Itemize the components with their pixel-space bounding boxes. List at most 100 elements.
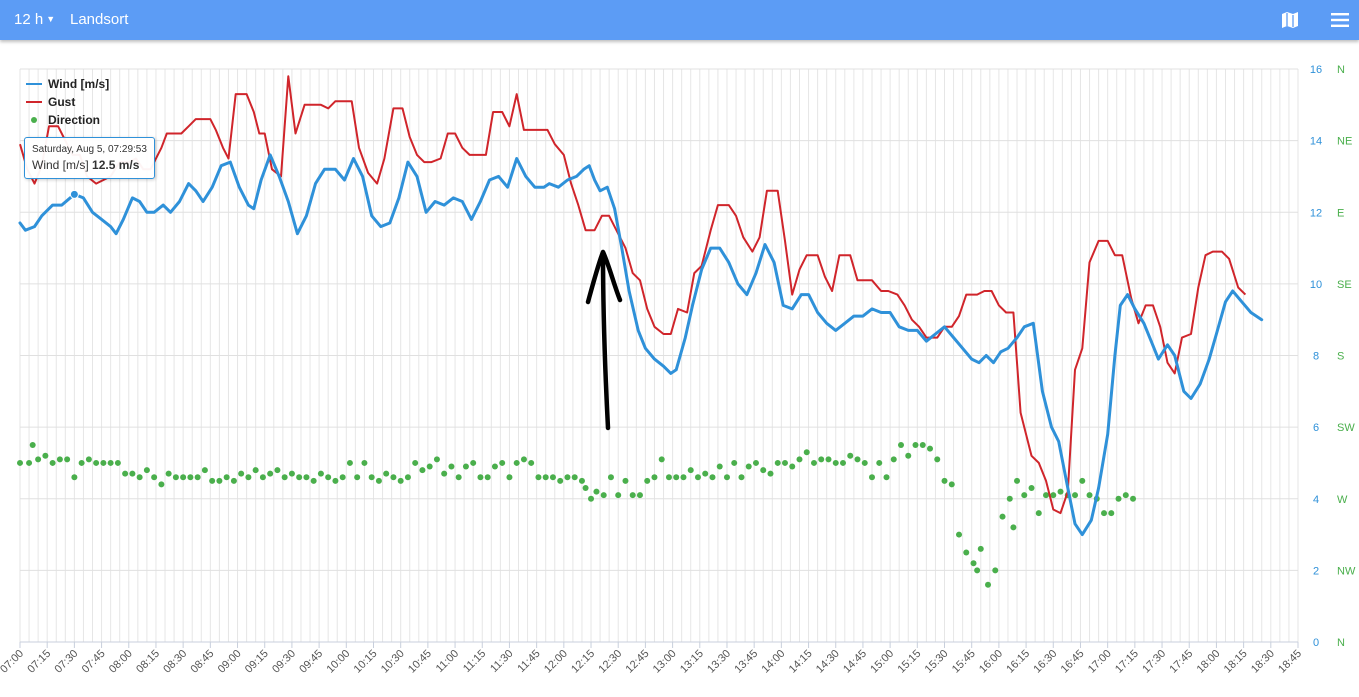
direction-point: [194, 474, 201, 481]
x-tick-label: 11:15: [461, 648, 488, 675]
x-tick-label: 17:30: [1140, 648, 1168, 676]
direction-point: [172, 474, 179, 481]
direction-point: [1014, 477, 1021, 484]
direction-point: [296, 474, 303, 481]
y-tick-label-direction: W: [1337, 494, 1348, 506]
time-range-label: 12 h: [14, 11, 44, 28]
direction-point: [839, 459, 846, 466]
y-tick-label: 4: [1313, 494, 1319, 506]
direction-point: [35, 456, 42, 463]
direction-point: [847, 452, 854, 459]
hover-tooltip: Saturday, Aug 5, 07:29:53 Wind [m/s] 12.…: [24, 137, 155, 179]
direction-point: [861, 459, 868, 466]
x-tick-label: 14:00: [760, 648, 788, 676]
x-tick-label: 10:15: [352, 648, 380, 676]
direction-point: [716, 463, 723, 470]
x-tick-label: 14:30: [814, 648, 842, 676]
direction-point: [629, 492, 636, 499]
x-tick-label: 17:15: [1113, 648, 1141, 676]
hover-point: [69, 189, 79, 199]
x-tick-label: 13:15: [678, 648, 706, 676]
x-tick-label: 15:15: [895, 648, 923, 676]
direction-point: [919, 442, 926, 449]
direction-point: [230, 477, 237, 484]
direction-point: [64, 456, 71, 463]
direction-point: [745, 463, 752, 470]
x-tick-label: 11:00: [434, 648, 461, 675]
legend-gust-label: Gust: [48, 95, 76, 109]
legend-item-direction[interactable]: Direction: [26, 111, 109, 129]
x-tick-label: 13:45: [732, 648, 760, 676]
direction-point: [702, 470, 709, 477]
y-tick-label-direction: NE: [1337, 136, 1352, 148]
tooltip-date: Saturday, Aug 5, 07:29:53: [32, 144, 147, 155]
direction-point: [651, 474, 658, 481]
y-tick-label-direction: N: [1337, 64, 1345, 76]
direction-point: [17, 459, 23, 466]
hand-drawn-arrow: [585, 249, 623, 431]
y-tick-label: 8: [1313, 351, 1319, 363]
direction-point: [165, 470, 172, 477]
legend-wind-label: Wind [m/s]: [48, 77, 110, 91]
y-axis-left: 0 2 4 6 8 10 12 14 16: [1310, 64, 1322, 649]
direction-point: [810, 459, 817, 466]
direction-point: [78, 459, 85, 466]
wind-legend-swatch: [26, 78, 42, 90]
legend-item-wind[interactable]: Wind [m/s]: [26, 75, 109, 93]
tooltip-value: 12.5 m/s: [92, 158, 140, 172]
x-tick-label: 12:45: [624, 648, 652, 676]
x-tick-label: 12:30: [596, 648, 624, 676]
direction-point: [491, 463, 498, 470]
direction-point: [317, 470, 324, 477]
time-range-dropdown[interactable]: 12 h ▼: [14, 11, 55, 28]
gust-legend-swatch: [26, 96, 42, 108]
direction-point: [948, 481, 955, 488]
y-tick-label: 2: [1313, 565, 1319, 577]
direction-point: [898, 442, 905, 449]
x-tick-label: 10:45: [406, 648, 434, 676]
direction-point: [571, 474, 578, 481]
direction-point: [977, 545, 984, 552]
direction-point: [29, 442, 36, 449]
direction-point: [267, 470, 274, 477]
x-tick-label: 16:15: [1004, 648, 1032, 676]
direction-point: [854, 456, 861, 463]
direction-point: [803, 449, 810, 456]
direction-point: [470, 459, 477, 466]
y-tick-label: 16: [1310, 64, 1322, 76]
direction-point: [956, 531, 963, 538]
direction-point: [404, 474, 411, 481]
direction-point: [462, 463, 469, 470]
direction-point: [578, 477, 585, 484]
direction-point: [1010, 524, 1017, 531]
direction-point: [339, 474, 346, 481]
direction-point: [252, 467, 259, 474]
x-tick-label: 07:45: [80, 648, 108, 676]
direction-point: [680, 474, 687, 481]
map-icon[interactable]: [1281, 11, 1299, 29]
direction-point: [1122, 492, 1129, 499]
direction-point: [136, 474, 143, 481]
direction-point: [281, 474, 288, 481]
legend-item-gust[interactable]: Gust: [26, 93, 109, 111]
direction-point: [397, 477, 404, 484]
direction-point: [1043, 492, 1050, 499]
direction-point: [433, 456, 440, 463]
hamburger-menu-icon[interactable]: [1331, 12, 1349, 28]
x-tick-label: 15:45: [950, 648, 978, 676]
y-tick-label: 14: [1310, 136, 1322, 148]
direction-point: [582, 485, 589, 492]
x-tick-label: 08:00: [107, 648, 135, 676]
x-tick-label: 11:30: [488, 648, 515, 675]
direction-point: [288, 470, 295, 477]
direction-point: [905, 452, 912, 459]
direction-point: [999, 513, 1006, 520]
direction-point: [549, 474, 556, 481]
direction-point: [361, 459, 368, 466]
direction-point: [796, 456, 803, 463]
direction-point: [665, 474, 672, 481]
direction-point: [114, 459, 121, 466]
y-tick-label: 6: [1313, 422, 1319, 434]
x-tick-label: 16:45: [1059, 648, 1087, 676]
